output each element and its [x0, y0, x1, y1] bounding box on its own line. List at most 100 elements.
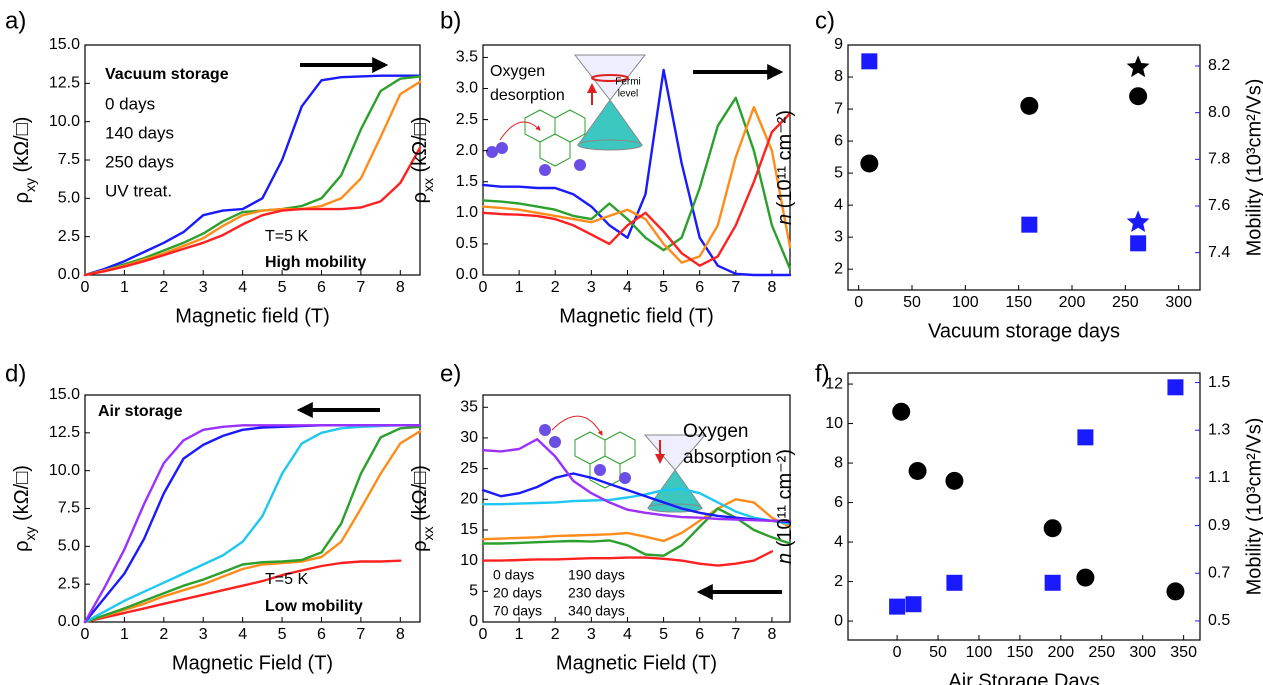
- x-tick-label: 4: [623, 279, 632, 296]
- point: [1077, 429, 1094, 446]
- molecule-graphic: [486, 109, 586, 176]
- y-tick-label: 2: [834, 573, 843, 590]
- x-tick-label: 7: [731, 626, 740, 643]
- y-tick-label: 2.5: [58, 575, 80, 592]
- x-tick-label: 7: [356, 626, 365, 643]
- x-tick-label: 100: [952, 294, 979, 311]
- label-part: (kΩ/□): [11, 117, 33, 178]
- x-tick-label: 2: [159, 279, 168, 296]
- x-tick-label: 8: [767, 626, 776, 643]
- label-part: xy: [22, 178, 38, 192]
- x-tick-label: 1: [515, 279, 524, 296]
- x-tick-label: 6: [317, 279, 326, 296]
- x-tick-label: 5: [278, 279, 287, 296]
- point: [945, 471, 964, 490]
- label-part: ρ: [409, 541, 431, 552]
- y2-tick-label: 0.7: [1208, 564, 1230, 581]
- series-line: [481, 487, 792, 525]
- legend-entry: 340 days: [568, 603, 625, 619]
- y-tick-label: 12: [825, 375, 843, 392]
- series-line: [481, 472, 792, 524]
- label-part: ρ: [409, 192, 431, 203]
- annotation: Vacuum storage: [105, 66, 229, 83]
- annotation: High mobility: [265, 254, 366, 271]
- y-tick-label: 1.5: [456, 173, 478, 190]
- point: [1129, 87, 1148, 106]
- y2-label: Mobility (10³cm²/Vs): [1243, 418, 1263, 596]
- y-tick-label: 10.0: [49, 113, 80, 130]
- y-tick-label: 4: [834, 196, 843, 213]
- x-tick-label: 2: [551, 626, 560, 643]
- x-tick-label: 7: [356, 279, 365, 296]
- x-tick-label: 3: [587, 626, 596, 643]
- y-tick-label: 1.0: [456, 204, 478, 221]
- y2-tick-label: 7.8: [1208, 151, 1230, 168]
- x-tick-label: 0: [81, 626, 90, 643]
- y2-label: Mobility (10³cm²/Vs): [1243, 79, 1263, 257]
- y2-tick-label: 1.5: [1208, 374, 1230, 391]
- y-tick-label: 5: [834, 164, 843, 181]
- series-line: [481, 106, 792, 264]
- y-tick-label: 20: [460, 491, 478, 508]
- decorations: [296, 54, 784, 600]
- x-tick-label: 6: [695, 279, 704, 296]
- series-line: [83, 425, 422, 624]
- y-tick-label: 9: [834, 36, 843, 53]
- point: [889, 598, 906, 615]
- point: [1020, 96, 1039, 115]
- x-label: Vacuum storage days: [928, 320, 1120, 342]
- annotation: level: [618, 89, 639, 100]
- series-line: [481, 550, 774, 567]
- series-line: [83, 74, 422, 277]
- series-line: [481, 96, 792, 270]
- x-tick-label: 3: [199, 626, 208, 643]
- label-part: n: [774, 214, 796, 225]
- y2-tick-label: 1.1: [1208, 469, 1230, 486]
- series-line: [83, 424, 422, 624]
- y-tick-label: 10.0: [49, 462, 80, 479]
- legend-entry: UV treat.: [105, 181, 172, 200]
- x-tick-label: 8: [396, 626, 405, 643]
- x-tick-label: 150: [1005, 294, 1032, 311]
- y-tick-label: 12.5: [49, 424, 80, 441]
- y-tick-label: 10: [460, 552, 478, 569]
- x-tick-label: 2: [551, 279, 560, 296]
- plot-frame: [847, 372, 1201, 641]
- annotation: T=5 K: [265, 228, 308, 245]
- y-tick-label: 6: [834, 132, 843, 149]
- point: [1126, 55, 1150, 78]
- plot-frame: [482, 44, 791, 276]
- x-tick-label: 5: [278, 626, 287, 643]
- molecule-graphic: [539, 415, 636, 489]
- series-line: [83, 559, 402, 624]
- x-tick-label: 3: [587, 279, 596, 296]
- y-label: ρxx (kΩ/□): [409, 117, 435, 204]
- x-tick-label: 50: [929, 644, 947, 661]
- point: [861, 53, 878, 70]
- x-tick-label: 200: [1059, 294, 1086, 311]
- legend-entry: 0 days: [493, 567, 534, 583]
- legend-entry: 250 days: [105, 152, 174, 171]
- y-tick-label: 0.5: [456, 235, 478, 252]
- annotation: T=5 K: [265, 571, 308, 588]
- x-tick-label: 350: [1170, 644, 1197, 661]
- y-tick-label: 35: [460, 398, 478, 415]
- y-tick-label: 15: [460, 521, 478, 538]
- label-part: n: [774, 553, 796, 564]
- x-tick-label: 250: [1088, 644, 1115, 661]
- y-tick-label: 8: [834, 454, 843, 471]
- y-tick-label: 12.5: [49, 75, 80, 92]
- y2-tick-label: 0.5: [1208, 612, 1230, 629]
- y-tick-label: 5.0: [58, 538, 80, 555]
- label-part: (kΩ/□): [409, 465, 431, 526]
- x-tick-label: 150: [1007, 644, 1034, 661]
- point: [1044, 574, 1061, 591]
- panel-label: d): [5, 360, 26, 387]
- y2-tick-label: 7.4: [1208, 244, 1230, 261]
- label-part: (10¹¹ cm⁻²): [774, 110, 796, 214]
- y-tick-label: 8: [834, 68, 843, 85]
- point: [1130, 235, 1147, 252]
- y-tick-label: 3.0: [456, 80, 478, 97]
- annotation: Low mobility: [265, 598, 363, 615]
